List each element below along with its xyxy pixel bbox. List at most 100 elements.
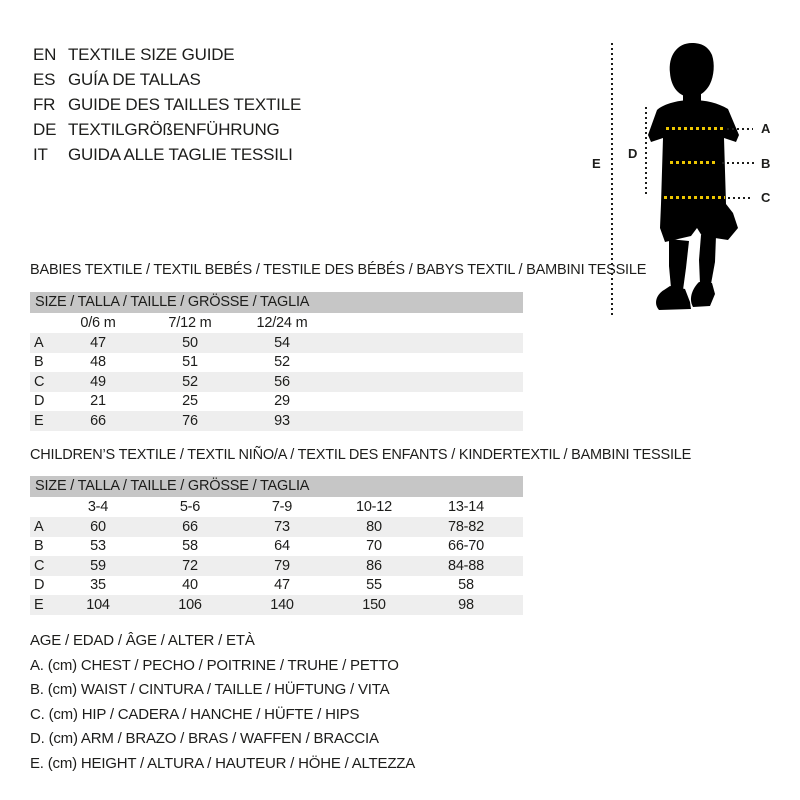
cell: 106 xyxy=(178,596,202,613)
cell: 140 xyxy=(270,596,294,613)
cell: 76 xyxy=(182,412,198,429)
row-label: D xyxy=(34,393,45,410)
cell: 53 xyxy=(90,538,106,555)
table-row: D 35 40 47 55 58 xyxy=(30,576,523,596)
cell: 70 xyxy=(366,538,382,555)
legend-line-arm: D. (cm) ARM / BRAZO / BRAS / WAFFEN / BR… xyxy=(30,730,379,748)
cell: 59 xyxy=(90,557,106,574)
table-row: A 47 50 54 xyxy=(30,333,523,353)
measure-label-a: A xyxy=(761,121,771,136)
legend-line-waist: B. (cm) WAIST / CINTURA / TAILLE / HÜFTU… xyxy=(30,681,390,699)
cell: 55 xyxy=(366,577,382,594)
cell: 73 xyxy=(274,518,290,535)
row-label: E xyxy=(34,412,44,429)
babies-table-title: BABIES TEXTILE / TEXTIL BEBÉS / TESTILE … xyxy=(30,262,647,278)
cell: 47 xyxy=(90,334,106,351)
cell: 58 xyxy=(182,538,198,555)
column-header: 7/12 m xyxy=(168,315,212,331)
row-label: C xyxy=(34,373,45,390)
cell: 79 xyxy=(274,557,290,574)
cell: 35 xyxy=(90,577,106,594)
row-label: A xyxy=(34,518,44,535)
children-table-title: CHILDREN’S TEXTILE / TEXTIL NIÑO/A / TEX… xyxy=(30,447,692,463)
language-code: DE xyxy=(33,120,57,139)
column-header-row: 0/6 m 7/12 m 12/24 m xyxy=(30,313,523,333)
cell: 72 xyxy=(182,557,198,574)
row-label: E xyxy=(34,596,44,613)
cell: 98 xyxy=(458,596,474,613)
column-header: 3-4 xyxy=(87,499,109,515)
legend-line-chest: A. (cm) CHEST / PECHO / POITRINE / TRUHE… xyxy=(30,656,399,674)
height-measure-line-e xyxy=(611,43,613,316)
language-row: IT GUIDA ALLE TAGLIE TESSILI xyxy=(33,142,301,167)
language-row: ES GUÍA DE TALLAS xyxy=(33,67,301,92)
legend-line-height: E. (cm) HEIGHT / ALTURA / HAUTEUR / HÖHE… xyxy=(30,754,416,772)
language-row: EN TEXTILE SIZE GUIDE xyxy=(33,42,301,67)
cell: 66 xyxy=(182,518,198,535)
cell: 93 xyxy=(274,412,290,429)
table-row: B 48 51 52 xyxy=(30,353,523,373)
cell: 86 xyxy=(366,557,382,574)
row-label: D xyxy=(34,577,45,594)
language-row: DE TEXTILGRÖßENFÜHRUNG xyxy=(33,117,301,142)
measure-label-e: E xyxy=(592,156,601,171)
measure-label-d: D xyxy=(628,146,638,161)
table-row: D 21 25 29 xyxy=(30,392,523,412)
cell: 80 xyxy=(366,518,382,535)
measurement-legend: AGE / EDAD / ÂGE / ALTER / ETÀ A. (cm) C… xyxy=(30,629,415,777)
cell: 52 xyxy=(274,354,290,371)
cell: 64 xyxy=(274,538,290,555)
cell: 66 xyxy=(90,412,106,429)
cell: 25 xyxy=(182,393,198,410)
cell: 29 xyxy=(274,393,290,410)
cell: 58 xyxy=(458,577,474,594)
table-row: E 104 106 140 150 98 xyxy=(30,595,523,615)
column-header: 13-14 xyxy=(447,499,485,515)
legend-age-line: AGE / EDAD / ÂGE / ALTER / ETÀ xyxy=(30,632,255,649)
cell: 66-70 xyxy=(447,538,485,555)
column-header-row: 3-4 5-6 7-9 10-12 13-14 xyxy=(30,497,523,517)
cell: 21 xyxy=(90,393,106,410)
column-header: 7-9 xyxy=(271,499,293,515)
cell: 150 xyxy=(362,596,386,613)
children-size-table: CHILDREN’S TEXTILE / TEXTIL NIÑO/A / TEX… xyxy=(30,447,692,615)
cell: 84-88 xyxy=(447,557,485,574)
cell: 56 xyxy=(274,373,290,390)
guide-title: TEXTILGRÖßENFÜHRUNG xyxy=(68,120,280,139)
waist-leader-dots-b xyxy=(722,162,755,164)
measure-label-c: C xyxy=(761,190,771,205)
size-header-bar: SIZE / TALLA / TAILLE / GRÖSSE / TAGLIA xyxy=(30,292,523,313)
language-code: ES xyxy=(33,70,56,89)
table-row: E 66 76 93 xyxy=(30,411,523,431)
cell: 54 xyxy=(274,334,290,351)
babies-size-table: BABIES TEXTILE / TEXTIL BEBÉS / TESTILE … xyxy=(30,262,647,431)
cell: 78-82 xyxy=(447,518,485,535)
chest-leader-dots-a xyxy=(727,128,753,130)
row-label: B xyxy=(34,354,44,371)
row-label: B xyxy=(34,538,44,555)
cell: 50 xyxy=(182,334,198,351)
table-row: C 59 72 79 86 84-88 xyxy=(30,556,523,576)
language-title-list: EN TEXTILE SIZE GUIDE ES GUÍA DE TALLAS … xyxy=(33,42,301,167)
table-row: A 60 66 73 80 78-82 xyxy=(30,517,523,537)
legend-line-hip: C. (cm) HIP / CADERA / HANCHE / HÜFTE / … xyxy=(30,705,360,723)
chest-measure-dashes-a xyxy=(666,127,724,130)
cell: 48 xyxy=(90,354,106,371)
child-silhouette xyxy=(648,43,739,310)
column-header: 12/24 m xyxy=(256,315,308,331)
row-label: C xyxy=(34,557,45,574)
cell: 51 xyxy=(182,354,198,371)
language-code: IT xyxy=(33,145,48,164)
column-header: 5-6 xyxy=(179,499,201,515)
language-code: FR xyxy=(33,95,56,114)
column-header: 0/6 m xyxy=(80,315,116,331)
language-code: EN xyxy=(33,45,57,64)
hip-leader-dots-c xyxy=(728,197,753,199)
measure-label-b: B xyxy=(761,156,771,171)
column-header: 10-12 xyxy=(355,499,393,515)
language-row: FR GUIDE DES TAILLES TEXTILE xyxy=(33,92,301,117)
guide-title: GUIDA ALLE TAGLIE TESSILI xyxy=(68,145,293,164)
cell: 60 xyxy=(90,518,106,535)
row-label: A xyxy=(34,334,44,351)
